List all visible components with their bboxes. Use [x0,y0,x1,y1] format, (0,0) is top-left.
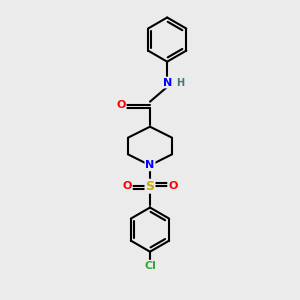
Text: N: N [163,77,172,88]
Text: O: O [168,181,178,191]
Text: H: H [176,77,184,88]
Text: S: S [146,180,154,193]
Text: N: N [146,160,154,170]
Text: O: O [116,100,126,110]
Text: Cl: Cl [144,261,156,271]
Text: O: O [122,181,132,191]
